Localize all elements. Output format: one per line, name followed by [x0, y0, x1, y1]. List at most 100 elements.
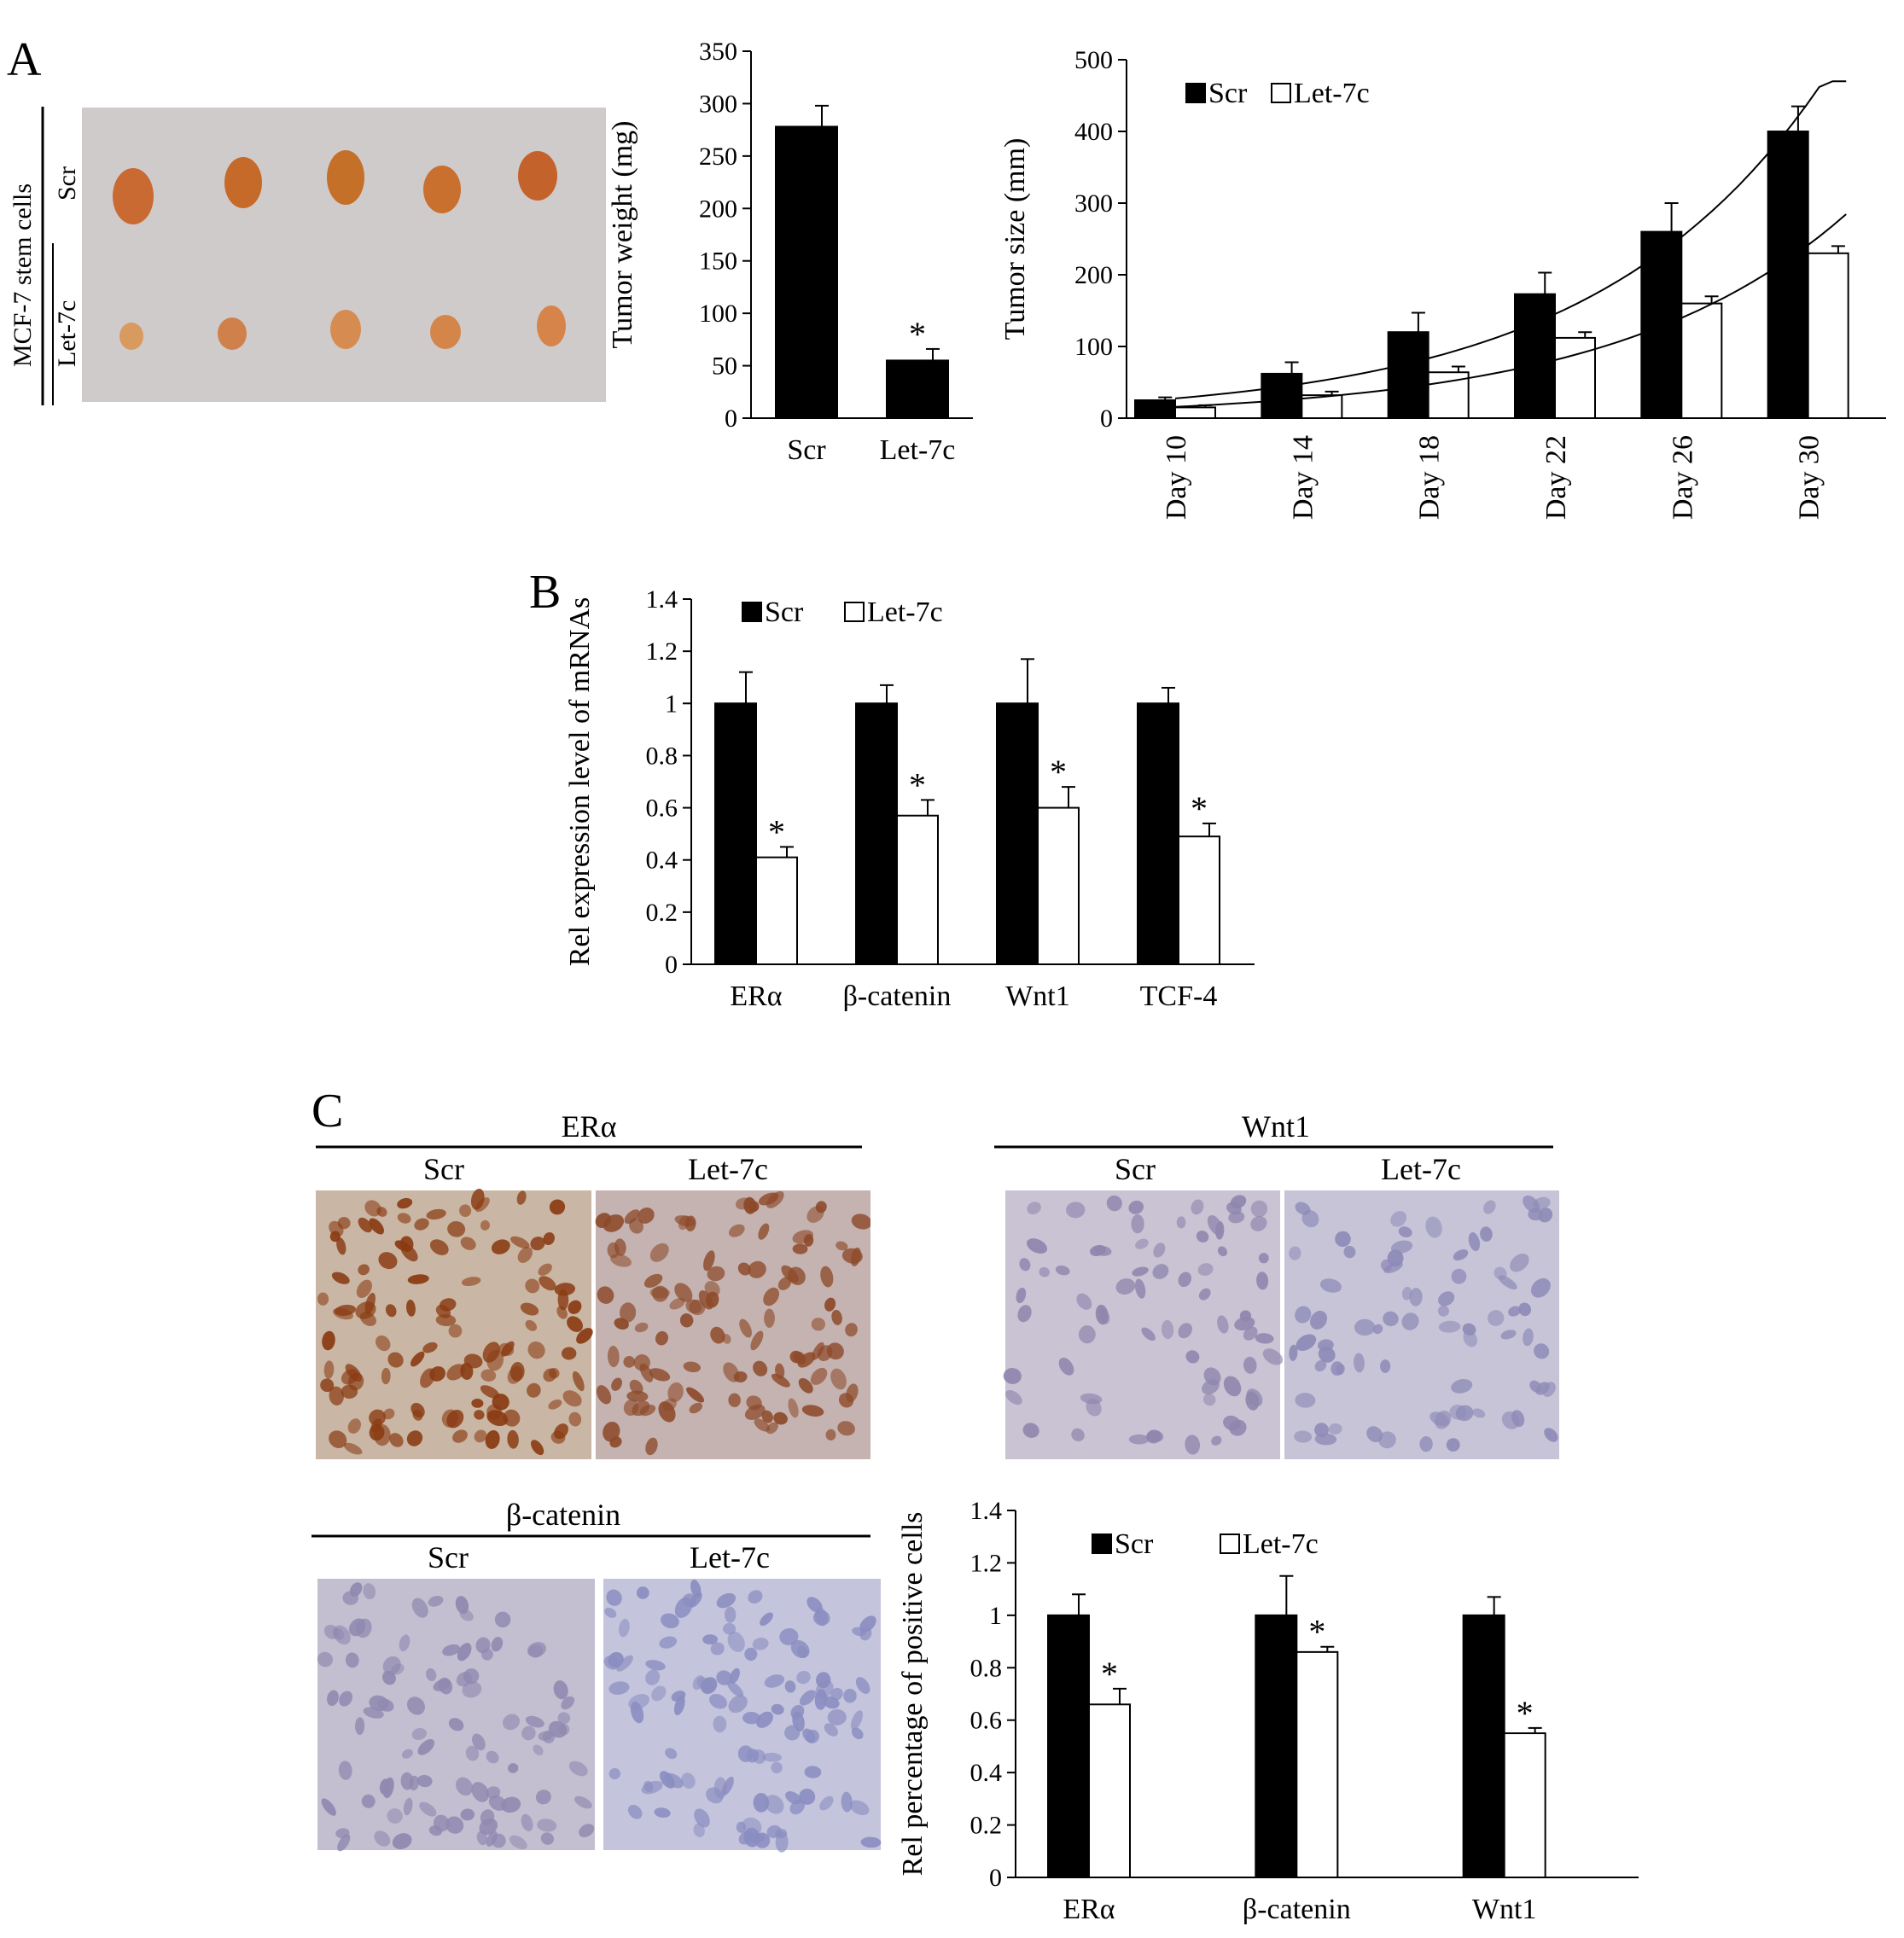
bar	[1301, 394, 1343, 419]
tumor-photo: MCF-7 stem cells Scr Let-7c	[9, 107, 606, 405]
y-axis-label: Tumor size (mm)	[999, 138, 1031, 340]
significance-star: *	[1101, 1655, 1118, 1693]
y-tick-label: 300	[1074, 189, 1113, 218]
ihc-bcatenin-figure: β-catenin Scr Let-7c	[312, 1498, 882, 1853]
legend-label: Let-7c	[1294, 78, 1370, 109]
y-tick-label: 300	[699, 90, 737, 118]
legend-swatch	[742, 602, 762, 622]
ihc-wnt1-let7c	[1284, 1190, 1559, 1459]
y-tick-label: 0	[665, 951, 678, 979]
bar	[1807, 252, 1849, 419]
panel-b-letter: B	[529, 566, 562, 619]
bar	[1174, 406, 1216, 419]
bar	[996, 702, 1039, 966]
y-tick-label: 100	[1074, 333, 1113, 361]
ihc-era-let7c	[595, 1190, 870, 1459]
y-axis-label: Tumor weight (mg)	[607, 121, 638, 349]
y-tick-label: 0.6	[970, 1707, 1003, 1735]
legend-label: Scr	[1208, 78, 1248, 109]
bar	[1503, 1732, 1546, 1879]
tumors-scr	[113, 150, 557, 224]
x-category-label: Day 18	[1414, 435, 1446, 520]
ihc-wnt1-scr-label: Scr	[1115, 1152, 1156, 1186]
legend-label: Scr	[765, 597, 804, 628]
chart-positive-cells: 0 0.2 0.4 0.6 0.8 1 1.2 1.4 Rel percentage of po…	[897, 1497, 1639, 1925]
ihc-era-let7c-label: Let-7c	[688, 1152, 768, 1186]
x-category-label: Wnt1	[1472, 1894, 1537, 1925]
y-tick-label: 0.4	[646, 847, 678, 875]
legend-swatch	[1271, 83, 1291, 103]
x-category-label: β-catenin	[1243, 1894, 1351, 1925]
y-tick-label: 0	[1100, 404, 1113, 433]
x-category-label: Scr	[787, 434, 826, 466]
y-tick-label: 0	[989, 1864, 1002, 1892]
y-tick-label: 1.4	[970, 1497, 1003, 1525]
trendline	[1174, 80, 1847, 399]
legend-label: Scr	[1115, 1528, 1154, 1560]
y-tick-label: 0.6	[646, 794, 678, 823]
photo-row-label-let7c: Let-7c	[53, 300, 81, 367]
y-axis-label: Rel expression level of mRNAs	[564, 597, 596, 967]
bar	[1261, 372, 1303, 420]
y-tick-label: 0	[725, 404, 737, 433]
y-tick-label: 200	[1074, 261, 1113, 289]
y-tick-label: 1	[989, 1602, 1002, 1630]
y-tick-label: 0.4	[970, 1759, 1003, 1787]
significance-star: *	[1050, 753, 1067, 791]
y-tick-label: 1	[665, 690, 678, 718]
bar	[855, 702, 898, 966]
ihc-bcatenin-title: β-catenin	[506, 1498, 620, 1532]
bar	[896, 814, 939, 965]
y-tick-label: 100	[699, 300, 737, 328]
chart-tumor-weight: 0 50 100 150 200 250 300 350 Tumor weight (mg) Sc…	[607, 38, 973, 466]
photo-side-label: MCF-7 stem cells	[9, 183, 37, 367]
x-category-label: Day 14	[1287, 435, 1319, 520]
panel-c-letter: C	[312, 1085, 344, 1138]
legend-label: Let-7c	[1243, 1528, 1319, 1560]
chart-mrna-expression: 0 0.2 0.4 0.6 0.8 1 1.2 1.4 Rel expression level…	[564, 585, 1255, 1012]
bar	[1037, 806, 1080, 966]
bar	[1134, 399, 1176, 419]
bar	[1514, 293, 1556, 419]
x-category-label: ERα	[730, 981, 782, 1012]
ihc-wnt1-scr	[1003, 1190, 1284, 1459]
x-category-label: ERα	[1063, 1894, 1115, 1925]
legend-swatch	[1220, 1534, 1240, 1554]
bar	[1047, 1614, 1090, 1878]
bar	[755, 856, 798, 965]
x-category-label: Wnt1	[1005, 981, 1070, 1012]
y-tick-label: 200	[699, 195, 737, 223]
significance-star: *	[909, 315, 926, 353]
legend-swatch	[1185, 83, 1206, 103]
bar	[1387, 331, 1429, 420]
ihc-bcatenin-let7c	[603, 1579, 882, 1853]
bar	[1088, 1703, 1131, 1878]
ihc-era-scr	[316, 1188, 593, 1459]
y-tick-label: 1.2	[970, 1549, 1003, 1577]
bar	[714, 702, 757, 966]
y-tick-label: 0.8	[970, 1654, 1003, 1682]
significance-star: *	[1517, 1694, 1534, 1732]
legend-swatch	[1092, 1534, 1112, 1554]
x-category-label: Day 10	[1161, 435, 1192, 520]
chart-tumor-size: 0 100 200 300 400 500 Tumor size (mm) Day 10 Day…	[999, 46, 1886, 520]
y-tick-label: 350	[699, 38, 737, 66]
y-tick-label: 150	[699, 247, 737, 276]
ihc-wnt1-let7c-label: Let-7c	[1381, 1152, 1461, 1186]
y-tick-label: 500	[1074, 46, 1113, 74]
bar	[1255, 1614, 1298, 1878]
y-tick-label: 1.4	[646, 585, 678, 614]
legend-swatch	[844, 602, 865, 622]
trendline	[1174, 213, 1847, 408]
y-tick-label: 0.8	[646, 742, 678, 770]
bar	[1767, 131, 1809, 419]
bar	[1640, 230, 1683, 419]
photo-row-label-scr: Scr	[53, 166, 81, 201]
y-tick-label: 250	[699, 143, 737, 171]
significance-star: *	[1191, 789, 1208, 828]
y-axis-label: Rel percentage of positive cells	[897, 1512, 929, 1877]
y-tick-label: 400	[1074, 118, 1113, 146]
ihc-era-scr-label: Scr	[423, 1152, 464, 1186]
ihc-wnt1-title: Wnt1	[1242, 1109, 1310, 1144]
x-category-label: Day 22	[1540, 435, 1572, 520]
